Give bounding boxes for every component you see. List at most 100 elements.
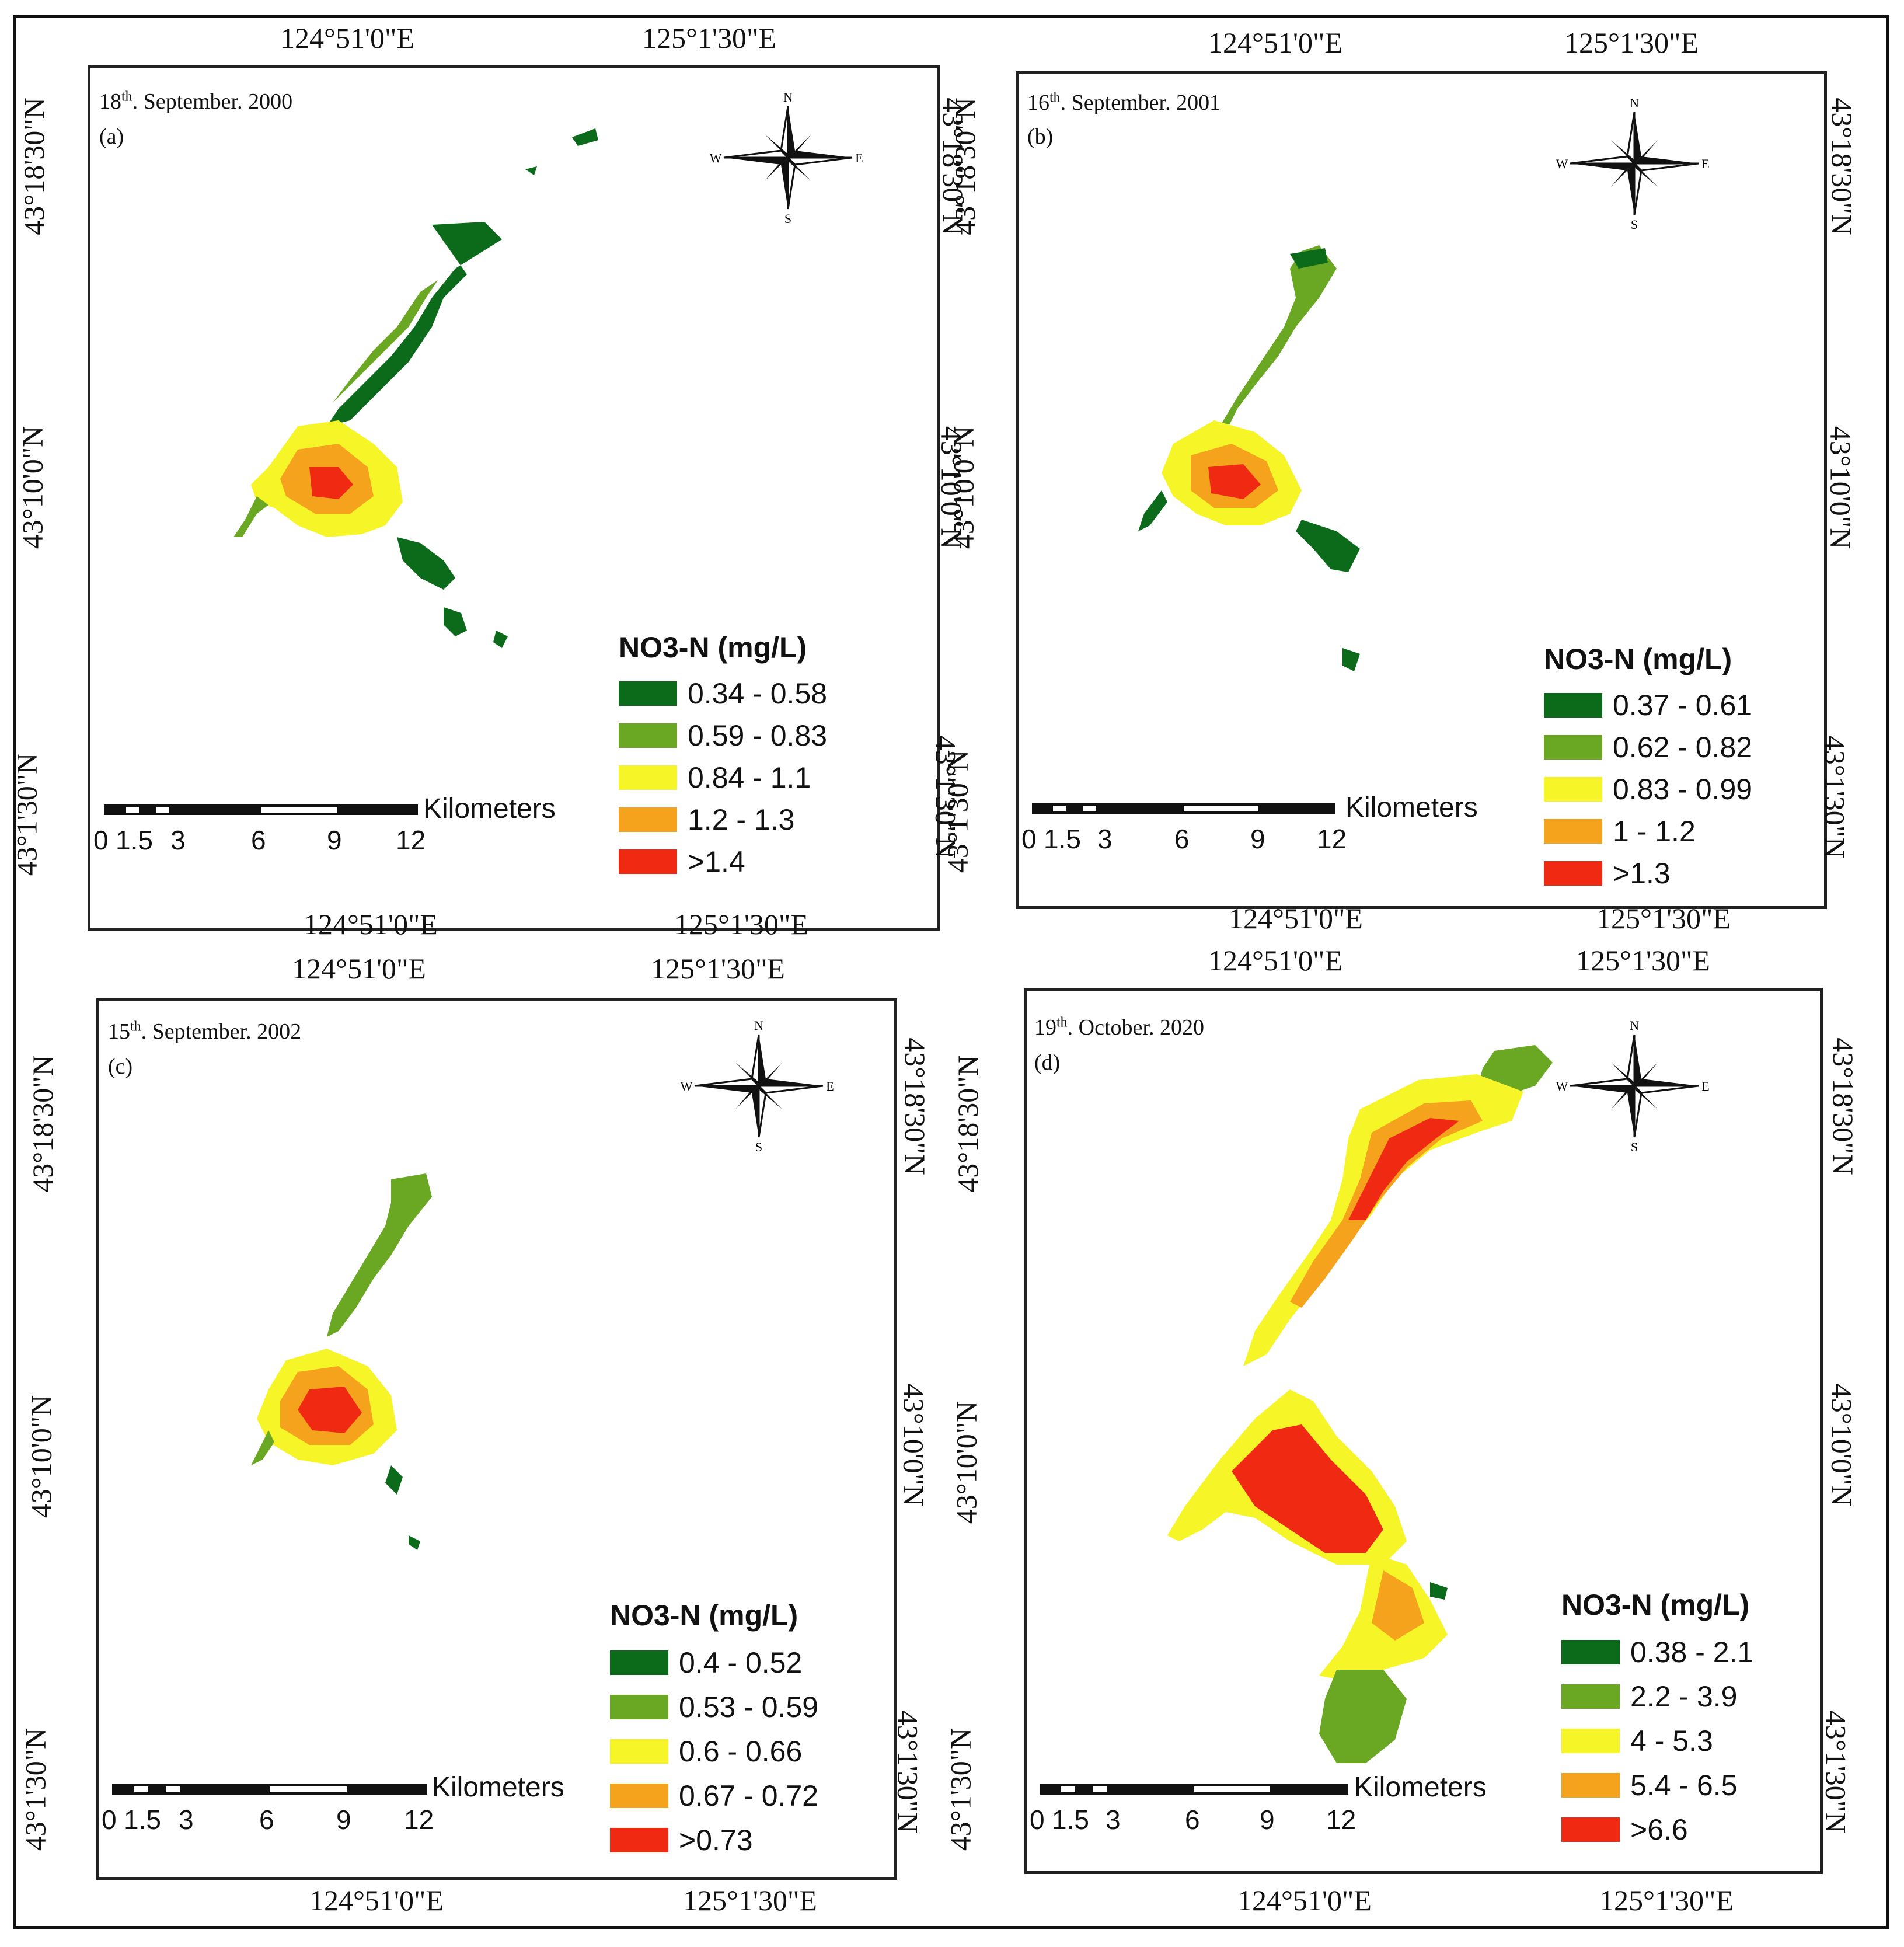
legend-item: >1.4: [619, 841, 827, 883]
scale-tick: 12: [404, 1805, 434, 1835]
compass-e: E: [826, 1079, 834, 1093]
lon-top-right: 125°1'30"E: [1564, 26, 1699, 59]
lat-left-top: 43°18'30"N: [26, 1055, 59, 1193]
legend-swatch: [1561, 1684, 1620, 1709]
lat-right-bottom: 43°1'30"N: [1819, 1710, 1853, 1834]
scale-unit: Kilometers: [423, 793, 556, 824]
legend-swatch: [619, 681, 677, 706]
map-frame: [1024, 988, 1823, 1874]
lake-upper-arm-mid: [333, 280, 438, 403]
compass-s: S: [1631, 217, 1638, 232]
legend-item: >0.73: [610, 1818, 818, 1862]
legend-item: 5.4 - 6.5: [1561, 1763, 1753, 1807]
legend: NO3-N (mg/L) 0.37 - 0.61 0.62 - 0.82 0.8…: [1544, 642, 1752, 894]
legend-swatch: [1544, 735, 1602, 760]
legend-label: 0.38 - 2.1: [1630, 1636, 1754, 1669]
scale-tick: 9: [1250, 824, 1265, 854]
lon-bottom-right: 125°1'30"E: [1596, 902, 1731, 935]
legend-item: 1.2 - 1.3: [619, 799, 827, 841]
compass-w: W: [1556, 156, 1568, 171]
lake-sw-arm: [251, 1430, 274, 1465]
map-frame: [88, 65, 940, 931]
scale-tick: 1.5: [124, 1805, 161, 1835]
legend-item: 0.59 - 0.83: [619, 715, 827, 757]
scale-tick: 9: [1260, 1805, 1275, 1835]
lat-left-mid: 43°10'0"N: [16, 426, 49, 549]
scale-tick: 1.5: [116, 825, 153, 855]
lon-bottom-left: 124°51'0"E: [1229, 902, 1363, 935]
lake-south-tail: [1319, 1670, 1407, 1763]
lon-top-right: 125°1'30"E: [651, 952, 785, 985]
lat-right-bottom: 43°1'30"N: [891, 1710, 925, 1834]
lake-main-basin-hot: [309, 467, 353, 499]
scale-tick: 1.5: [1044, 824, 1081, 854]
scale-bar: [1040, 1784, 1348, 1795]
lat-left-top: 43°18'30"N: [17, 97, 50, 235]
legend-title: NO3-N (mg/L): [1561, 1589, 1750, 1621]
scale-tick: 12: [1326, 1805, 1356, 1835]
lake-main-basin-hot: [1232, 1424, 1383, 1553]
scale-bar: [104, 804, 418, 815]
legend-label: 0.37 - 0.61: [1613, 689, 1753, 722]
lat-right-mid: 43°10'0"N: [1824, 426, 1857, 549]
lon-top-left: 124°51'0"E: [1208, 26, 1342, 59]
lat-left-bottom: 43°1'30"N: [19, 1727, 52, 1851]
panel-label: (b): [1027, 124, 1054, 149]
legend-swatch: [619, 807, 677, 832]
lake-sw-arm: [1138, 490, 1167, 531]
legend-item: 0.34 - 0.58: [619, 673, 827, 715]
date-label: 18th. September. 2000: [99, 89, 293, 114]
lake-south-bits: [444, 607, 508, 648]
scale-tick: 12: [396, 825, 426, 855]
legend-item: 0.84 - 1.1: [619, 757, 827, 799]
lake-ne-specks: [525, 128, 598, 175]
scale-tick: 0: [102, 1805, 117, 1835]
scale-tick: 3: [1097, 824, 1113, 854]
compass-w: W: [681, 1079, 693, 1093]
legend-swatch: [619, 723, 677, 748]
legend-label: >1.4: [688, 845, 745, 878]
lat-right-top: 43°18'30"N: [898, 1037, 932, 1175]
scale-tick: 0: [93, 825, 109, 855]
lake-main-basin-hot: [1208, 464, 1261, 499]
legend-label: >6.6: [1630, 1813, 1688, 1846]
legend-title: NO3-N (mg/L): [610, 1599, 798, 1632]
scale-tick: 6: [1185, 1805, 1200, 1835]
legend-swatch: [1544, 861, 1602, 886]
lat-right-mid: 43°10'0"N: [897, 1383, 930, 1507]
compass-e: E: [855, 151, 863, 165]
lat-right-bottom: 43°1'30"N: [1818, 735, 1851, 859]
scale-unit: Kilometers: [1345, 792, 1478, 823]
lon-top-left: 124°51'0"E: [292, 952, 426, 985]
north-arrow-icon: N S E W: [1556, 96, 1710, 232]
scale-tick: 9: [336, 1805, 351, 1835]
legend-label: 0.83 - 0.99: [1613, 773, 1753, 806]
legend-swatch: [610, 1739, 668, 1764]
compass-n: N: [783, 90, 793, 105]
lon-top-left: 124°51'0"E: [280, 22, 414, 54]
lake-sw-arm: [233, 496, 268, 537]
lat-left-top: 43°18'30"N: [948, 97, 981, 235]
legend-item: 4 - 5.3: [1561, 1719, 1753, 1763]
north-arrow-icon: N S E W: [681, 1018, 834, 1154]
legend-swatch: [610, 1650, 668, 1675]
lat-left-bottom: 43°1'30"N: [944, 1727, 977, 1851]
lon-top-right: 125°1'30"E: [1576, 944, 1710, 977]
scale-unit: Kilometers: [432, 1772, 564, 1803]
legend-title: NO3-N (mg/L): [619, 631, 807, 664]
lat-left-mid: 43°10'0"N: [950, 1401, 983, 1524]
lake-upper-arm-hot: [1348, 1118, 1459, 1220]
lon-bottom-left: 124°51'0"E: [309, 1884, 444, 1917]
compass-n: N: [754, 1018, 763, 1033]
compass-e: E: [1701, 156, 1709, 171]
scale-tick: 3: [1106, 1805, 1121, 1835]
legend-label: 0.59 - 0.83: [688, 719, 828, 752]
map-panel-a: 124°51'0"E 125°1'30"E 124°51'0"E 125°1'3…: [10, 22, 970, 941]
legend-label: 0.62 - 0.82: [1613, 731, 1753, 764]
scale-unit: Kilometers: [1354, 1772, 1487, 1803]
compass-n: N: [1630, 96, 1639, 110]
scale-tick: 6: [259, 1805, 274, 1835]
lon-bottom-left: 124°51'0"E: [304, 908, 438, 941]
lake-south-arm-orange: [1372, 1570, 1424, 1641]
scale-tick: 1.5: [1052, 1805, 1089, 1835]
